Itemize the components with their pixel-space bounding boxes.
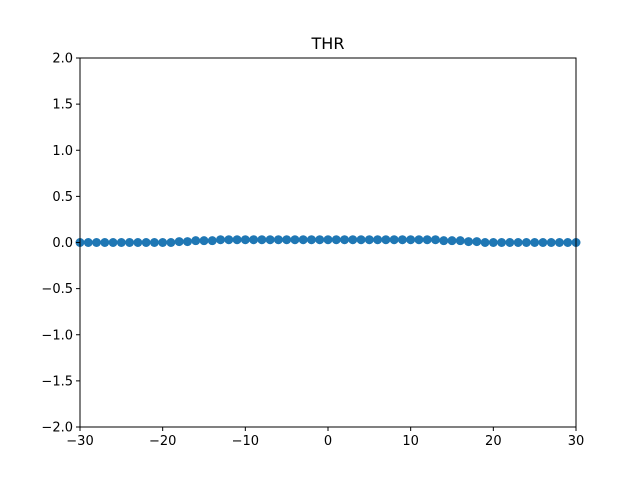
y-axis: −2.0 −1.5 −1.0 −0.5 0.0 0.5 1.0 1.5 2.0 (41, 52, 80, 436)
data-point (240, 235, 250, 245)
data-point (133, 238, 143, 247)
x-tick-label: 20 (485, 434, 502, 449)
data-point (265, 235, 275, 245)
data-point (464, 237, 474, 247)
data-point (199, 236, 209, 246)
data-point (92, 238, 102, 247)
data-point (546, 238, 556, 247)
data-point (497, 238, 507, 247)
x-tick-label: −20 (149, 434, 176, 449)
data-point (306, 235, 316, 245)
data-point (158, 238, 168, 247)
data-point (373, 235, 383, 245)
data-point (521, 238, 531, 247)
data-point (538, 238, 548, 247)
data-point (472, 237, 482, 247)
data-point (414, 235, 424, 245)
data-point (298, 235, 308, 245)
data-point (273, 235, 283, 245)
data-point (513, 238, 523, 247)
data-point (331, 235, 341, 245)
data-point (116, 238, 126, 247)
data-point (356, 235, 366, 245)
x-tick-label: 0 (324, 434, 332, 449)
data-point (282, 235, 292, 245)
data-point (488, 238, 498, 247)
y-tick-label: 1.0 (52, 144, 73, 159)
data-point (207, 236, 217, 246)
data-point (232, 235, 242, 245)
data-point (455, 236, 465, 246)
data-point (505, 238, 515, 247)
y-tick-label: −0.5 (41, 282, 73, 297)
y-tick-label: 1.5 (52, 98, 73, 113)
x-tick-label: 10 (402, 434, 419, 449)
data-point (191, 236, 201, 246)
data-point (554, 238, 564, 247)
data-point (397, 235, 407, 245)
data-point (439, 236, 449, 246)
data-point (530, 238, 540, 247)
data-point (249, 235, 259, 245)
y-tick-label: 0.5 (52, 190, 73, 205)
data-point (447, 236, 457, 246)
data-point (315, 235, 325, 245)
data-point (381, 235, 391, 245)
data-point (224, 235, 234, 245)
x-tick-label: −30 (66, 434, 93, 449)
data-point (149, 238, 159, 247)
x-axis: −30 −20 −10 0 10 20 30 (66, 427, 584, 449)
data-point (290, 235, 300, 245)
data-point (430, 235, 440, 245)
data-point (563, 238, 573, 247)
data-point (257, 235, 267, 245)
data-point (422, 235, 432, 245)
data-point (141, 238, 151, 247)
data-point (166, 238, 176, 247)
data-point (100, 238, 110, 247)
y-tick-label: −1.5 (41, 374, 73, 389)
y-tick-label: −2.0 (41, 421, 73, 436)
y-tick-label: 2.0 (52, 52, 73, 67)
data-point (182, 237, 192, 247)
data-point (480, 238, 490, 247)
x-tick-label: −10 (232, 434, 259, 449)
data-point (83, 238, 93, 247)
data-point (406, 235, 416, 245)
data-point (125, 238, 135, 247)
chart-title: THR (311, 34, 345, 53)
y-tick-label: 0.0 (52, 236, 73, 251)
data-point (364, 235, 374, 245)
y-tick-label: −1.0 (41, 328, 73, 343)
data-point (108, 238, 118, 247)
data-point (216, 235, 226, 245)
x-tick-label: 30 (568, 434, 585, 449)
data-point (340, 235, 350, 245)
data-point (389, 235, 399, 245)
data-point (323, 235, 333, 245)
data-point (348, 235, 358, 245)
data-point (174, 237, 184, 247)
